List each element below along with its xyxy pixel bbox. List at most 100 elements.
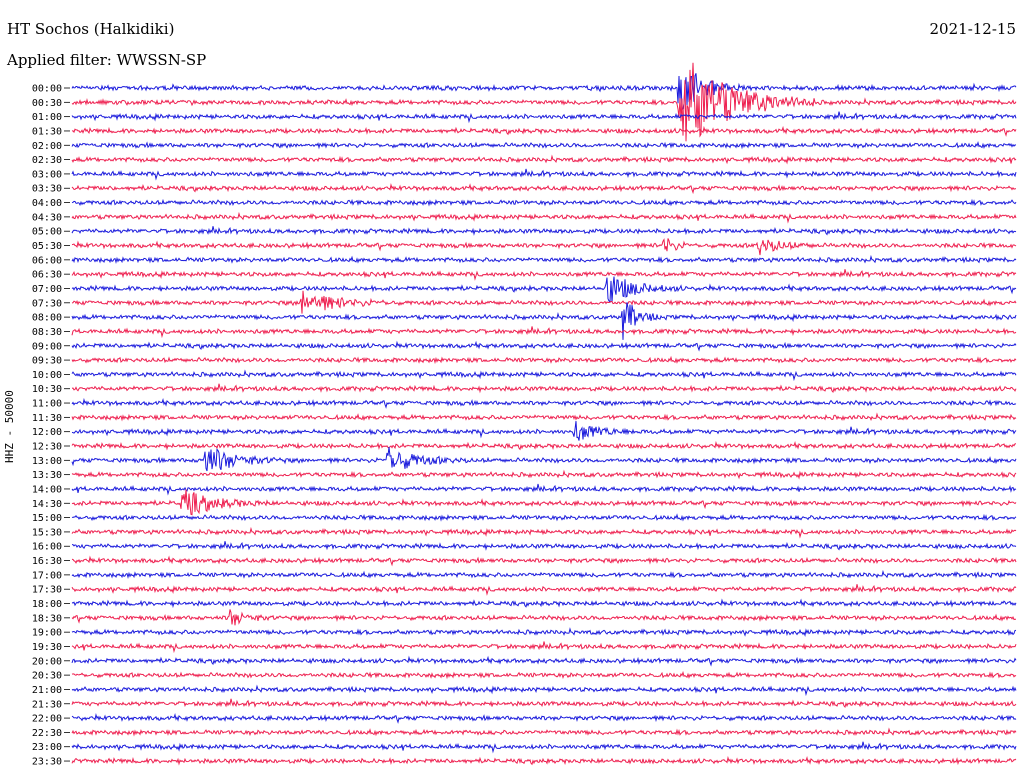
row-time-label: 05:00 [32,227,62,238]
trace-row [71,412,1017,422]
trace-row [71,641,1017,654]
row-time-label: 08:00 [32,313,62,324]
row-time-label: 16:00 [32,542,62,553]
trace-row [71,598,1017,609]
row-time-label: 21:30 [32,699,62,710]
trace-row [71,483,1017,496]
row-time-label: 07:00 [32,284,62,295]
row-time-label: 04:00 [32,198,62,209]
trace-row [71,62,1017,142]
trace-row [72,541,1017,551]
row-time-label: 18:00 [32,599,62,610]
row-time-label: 19:30 [32,642,62,653]
trace-row [71,397,1017,409]
trace-row [71,627,1017,638]
trace-row [71,755,1017,766]
trace-row [71,290,1017,314]
trace-row [71,469,1017,480]
trace-row [71,183,1017,195]
trace-row [71,655,1017,667]
date-label: 2021-12-15 [929,20,1016,38]
row-time-label: 14:30 [32,499,62,510]
row-time-label: 16:30 [32,556,62,567]
trace-row [71,168,1017,181]
trace-row [71,125,1017,137]
trace-row [71,276,1017,303]
seismic-traces [71,62,1017,766]
row-time-label: 15:30 [32,527,62,538]
trace-row [71,355,1017,365]
row-time-label: 18:30 [32,613,62,624]
row-time-label: 04:30 [32,212,62,223]
row-time-label: 02:00 [32,141,62,152]
trace-row [71,73,1017,112]
trace-row [71,154,1017,165]
row-time-label: 21:00 [32,685,62,696]
row-time-label: 09:30 [32,356,62,367]
row-time-label: 12:30 [32,442,62,453]
station-title: HT Sochos (Halkidiki) [7,20,175,38]
trace-row [71,440,1017,451]
trace-row [71,111,1017,124]
row-time-label: 10:30 [32,384,62,395]
trace-row [71,698,1017,709]
row-time-label: 13:30 [32,470,62,481]
trace-row [71,383,1017,394]
row-time-label: 05:30 [32,241,62,252]
trace-row [71,340,1017,352]
row-time-label: 23:30 [32,757,62,768]
trace-row [71,140,1017,150]
trace-row [71,712,1017,724]
row-time-label: 14:00 [32,484,62,495]
trace-row [71,326,1017,339]
row-time-label: 06:00 [32,255,62,266]
row-time-label: 17:00 [32,570,62,581]
trace-row [71,569,1017,579]
row-time-label: 17:30 [32,585,62,596]
trace-row [71,302,1017,340]
row-time-label: 23:00 [32,742,62,753]
trace-row [71,584,1017,596]
trace-row [71,447,1017,472]
row-time-label: 00:00 [32,84,62,95]
filter-label: Applied filter: WWSSN-SP [7,51,207,69]
time-tick-labels: 00:00 00:30 01:00 01:30 02:00 02:30 03:00 03:30… [32,84,70,768]
trace-row [71,609,1016,626]
row-time-label: 09:00 [32,341,62,352]
trace-row [71,489,1017,516]
row-time-label: 10:00 [32,370,62,381]
trace-row [71,727,1017,737]
row-time-label: 07:30 [32,298,62,309]
row-time-label: 02:30 [32,155,62,166]
row-time-label: 19:00 [32,628,62,639]
row-time-label: 08:30 [32,327,62,338]
trace-row [71,269,1017,281]
row-time-label: 00:30 [32,98,62,109]
trace-row [71,254,1017,264]
trace-row [71,211,1017,224]
trace-row [71,526,1017,539]
trace-row [71,198,1017,207]
row-time-label: 11:00 [32,399,62,410]
row-time-label: 20:00 [32,656,62,667]
row-time-label: 22:00 [32,714,62,725]
trace-row [71,741,1017,754]
trace-row [71,226,1017,236]
row-time-label: 11:30 [32,413,62,424]
row-time-label: 06:30 [32,270,62,281]
trace-row [71,684,1017,697]
row-time-label: 01:00 [32,112,62,123]
row-time-label: 15:00 [32,513,62,524]
row-time-label: 13:00 [32,456,62,467]
trace-row [71,513,1017,522]
row-time-label: 03:00 [32,169,62,180]
trace-row [71,421,1017,441]
trace-row [71,670,1017,680]
row-time-label: 20:30 [32,671,62,682]
trace-row [71,238,1017,256]
row-time-label: 03:30 [32,184,62,195]
row-time-label: 01:30 [32,126,62,137]
trace-row [71,555,1017,567]
row-time-label: 22:30 [32,728,62,739]
